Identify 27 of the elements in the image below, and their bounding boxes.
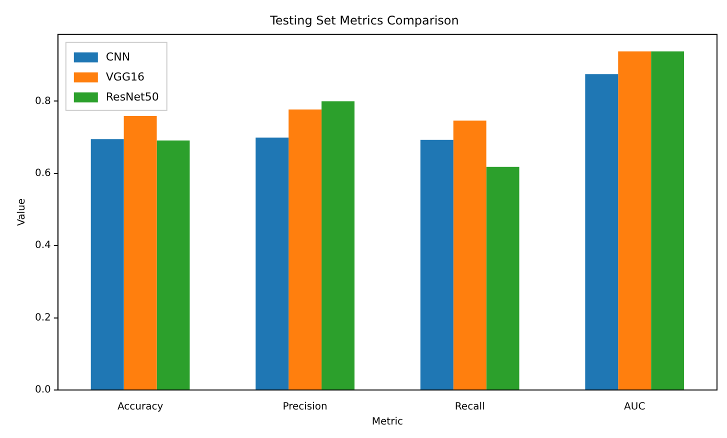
bar bbox=[322, 101, 354, 390]
bar bbox=[420, 140, 454, 390]
bar bbox=[651, 51, 684, 390]
bar bbox=[90, 139, 124, 390]
y-tick-label: 0.2 bbox=[34, 312, 51, 324]
bar bbox=[453, 120, 486, 390]
bar bbox=[288, 109, 322, 390]
x-tick-label: AUC bbox=[624, 402, 646, 413]
legend-label: CNN bbox=[106, 50, 130, 64]
bar bbox=[618, 51, 652, 390]
x-tick-label: Accuracy bbox=[117, 402, 164, 413]
bar bbox=[156, 140, 190, 390]
legend-label: ResNet50 bbox=[106, 90, 159, 104]
chart-title: Testing Set Metrics Comparison bbox=[269, 13, 459, 28]
legend-label: VGG16 bbox=[106, 70, 144, 84]
bar bbox=[256, 138, 289, 390]
x-tick-label: Recall bbox=[454, 402, 485, 413]
x-axis-title: Metric bbox=[372, 416, 403, 428]
bar bbox=[124, 116, 157, 390]
y-axis-title: Value bbox=[16, 198, 28, 226]
y-tick-label: 0.0 bbox=[34, 384, 51, 396]
y-tick-label: 0.6 bbox=[34, 168, 51, 179]
y-tick-label: 0.8 bbox=[34, 96, 51, 107]
bar bbox=[486, 166, 520, 390]
x-tick-label: Precision bbox=[282, 402, 328, 413]
y-tick-label: 0.4 bbox=[34, 240, 51, 252]
bar bbox=[585, 74, 618, 390]
